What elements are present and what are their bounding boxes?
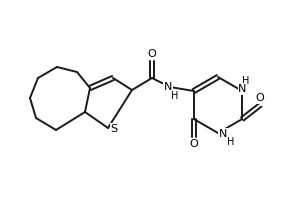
- Text: H: H: [171, 91, 179, 101]
- Text: N: N: [219, 129, 227, 139]
- Text: H: H: [242, 76, 249, 86]
- Text: O: O: [189, 139, 198, 149]
- Text: N: N: [238, 84, 246, 94]
- Text: O: O: [256, 93, 265, 103]
- Text: N: N: [164, 82, 172, 92]
- Text: O: O: [148, 49, 156, 59]
- Text: H: H: [227, 137, 235, 147]
- Text: S: S: [110, 124, 118, 134]
